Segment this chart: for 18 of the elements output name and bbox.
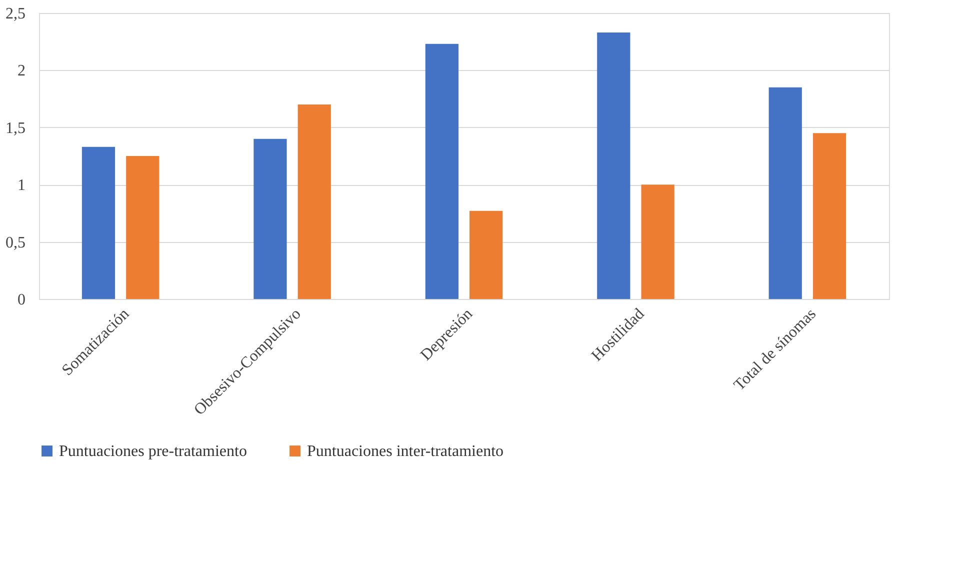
y-tick-label: 1,5 bbox=[6, 120, 26, 137]
bar bbox=[254, 138, 287, 299]
y-tick-label: 1 bbox=[18, 177, 26, 194]
legend-label: Puntuaciones inter-tratamiento bbox=[307, 443, 504, 460]
bar bbox=[298, 104, 331, 299]
y-tick-label: 0 bbox=[18, 292, 26, 308]
y-tick-label: 2 bbox=[18, 62, 26, 80]
legend-label: Puntuaciones pre-tratamiento bbox=[59, 443, 247, 460]
bar bbox=[82, 146, 116, 299]
y-tick-label: 2,5 bbox=[6, 6, 26, 22]
bar bbox=[425, 44, 458, 299]
bar bbox=[641, 184, 674, 299]
bar bbox=[597, 32, 630, 299]
y-tick-label: 0,5 bbox=[6, 234, 26, 252]
bar bbox=[768, 87, 802, 299]
bar bbox=[470, 210, 503, 299]
bar bbox=[126, 156, 160, 299]
bar bbox=[812, 133, 846, 299]
